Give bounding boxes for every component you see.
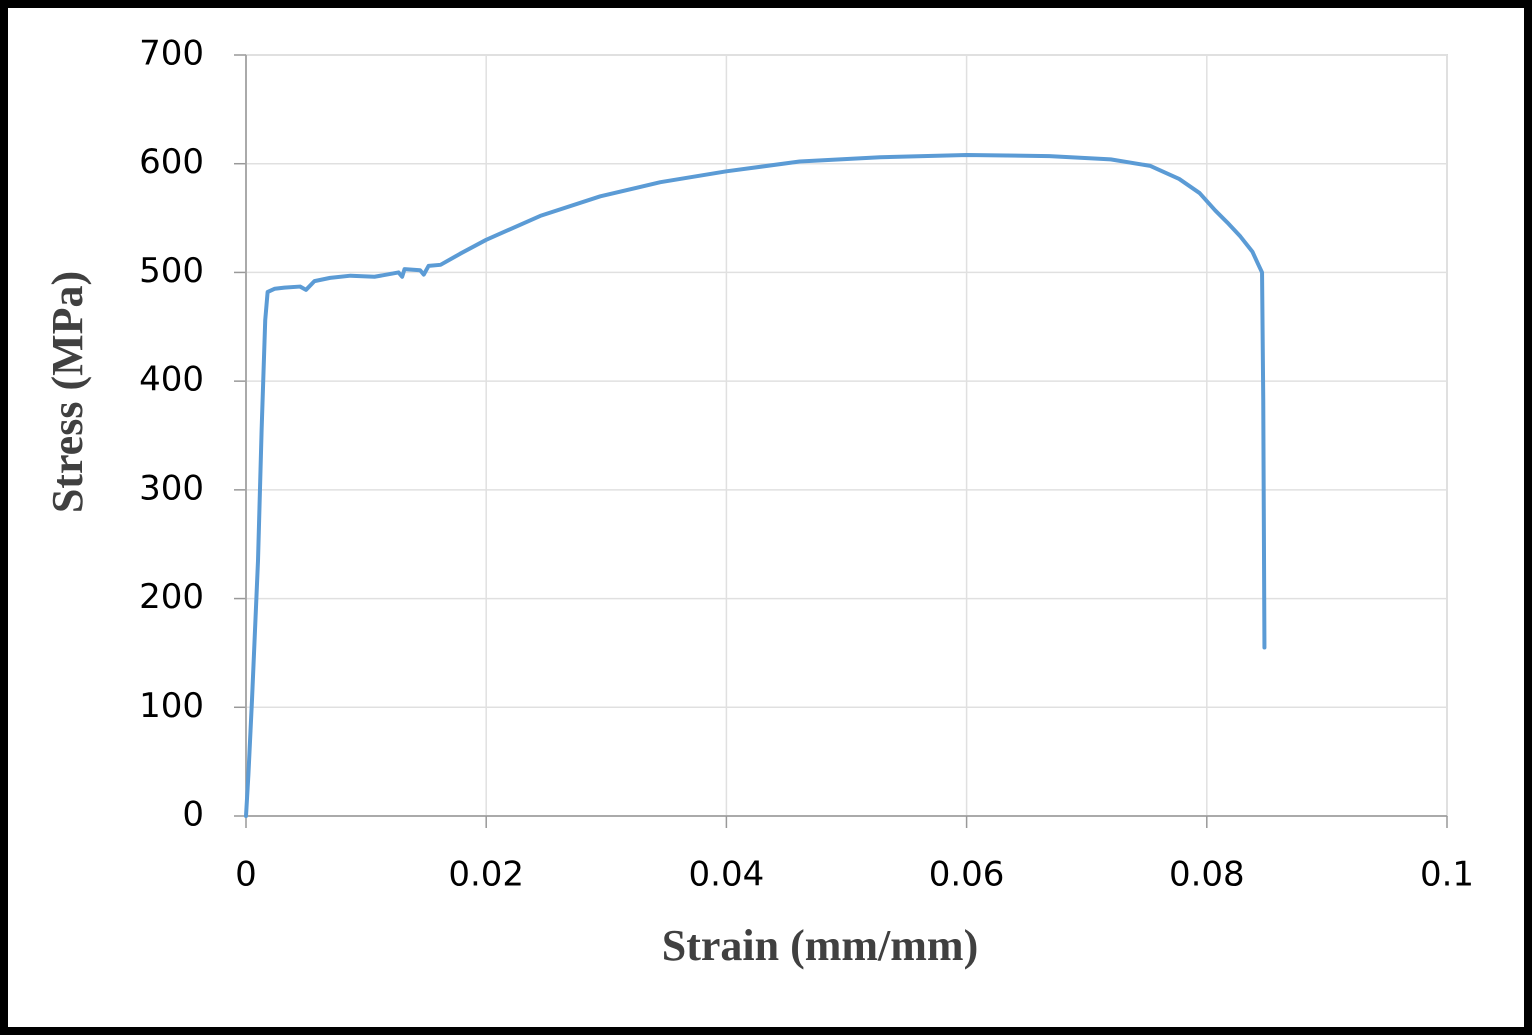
- x-axis-title: Strain (mm/mm): [662, 921, 979, 970]
- x-tick-label: 0.08: [1169, 855, 1245, 895]
- x-tick-label: 0.02: [448, 855, 524, 895]
- y-tick-label: 700: [139, 34, 204, 74]
- stress-strain-line: [244, 153, 1267, 818]
- y-axis-title: Stress (MPa): [43, 271, 92, 513]
- y-tick-label: 400: [139, 360, 204, 400]
- x-tick-label: 0.1: [1420, 855, 1474, 895]
- y-tick-label: 300: [139, 468, 204, 508]
- y-tick-label: 600: [139, 142, 204, 182]
- y-tick-label: 0: [182, 795, 204, 835]
- y-tick-label: 100: [139, 686, 204, 726]
- x-tick-label: 0: [235, 855, 257, 895]
- x-tick-label: 0.06: [929, 855, 1005, 895]
- y-tick-label: 200: [139, 577, 204, 617]
- x-tick-label: 0.04: [689, 855, 765, 895]
- y-tick-label: 500: [139, 251, 204, 291]
